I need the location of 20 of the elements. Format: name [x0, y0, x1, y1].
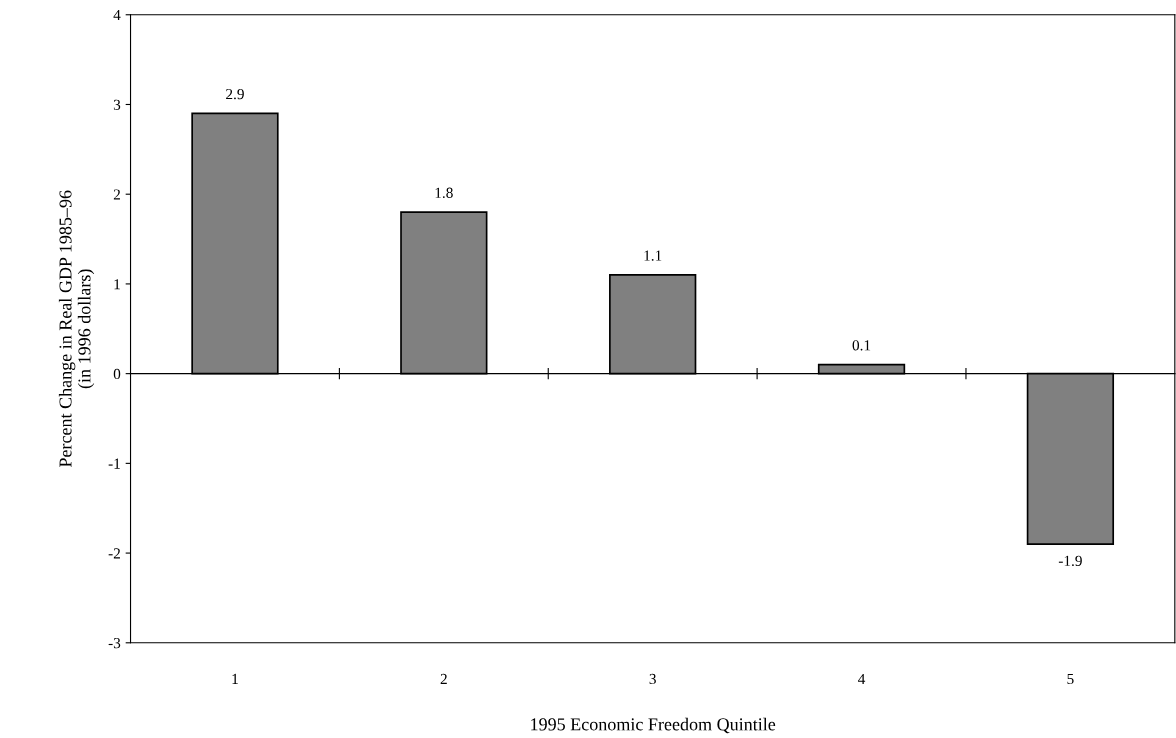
y-tick-label: 0 [113, 368, 121, 380]
y-tick-label: 2 [113, 189, 120, 200]
data-label: -1.9 [1058, 555, 1082, 567]
data-label: 1.1 [644, 250, 662, 261]
data-label: 0.1 [852, 340, 871, 351]
y-tick-label: -3 [108, 637, 121, 649]
x-tick-label: 4 [858, 673, 866, 684]
y-tick-label: 4 [113, 10, 121, 21]
y-tick-label: 1 [114, 279, 120, 290]
x-tick-label: 2 [440, 673, 447, 684]
y-tick-label: 3 [113, 99, 121, 110]
data-label: 1.8 [435, 187, 453, 198]
y-tick-label: -2 [108, 548, 120, 559]
x-axis-title: 1995 Economic Freedom Quintile [531, 717, 776, 734]
y-tick-label: -1 [108, 458, 120, 469]
x-tick-label: 1 [232, 673, 238, 684]
y-axis-title: Percent Change in Real GDP 1985–96 (in 1996 dollars) [58, 190, 95, 468]
data-label: 2.9 [226, 88, 244, 100]
x-tick-label: 3 [649, 673, 656, 685]
x-tick-label: 5 [1067, 673, 1074, 685]
